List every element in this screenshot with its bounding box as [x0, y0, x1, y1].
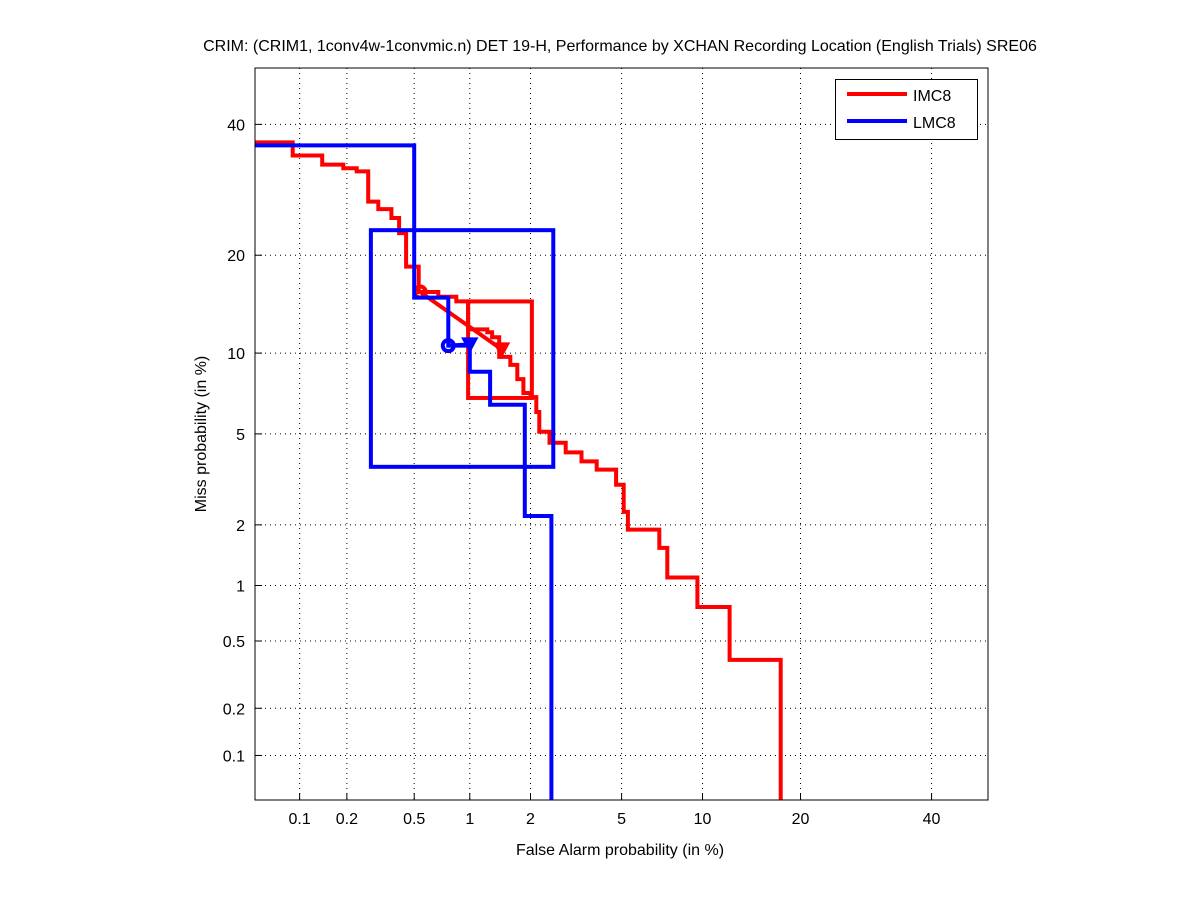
legend-box: [835, 79, 978, 140]
min-dcf-marker-imc8: [492, 342, 511, 359]
min-dcf-marker-lmc8: [461, 337, 479, 354]
x-tick-label: 40: [923, 811, 941, 828]
det-curve-imc8: [255, 140, 783, 800]
confidence-box-lmc8: [368, 228, 556, 469]
y-tick-label: 10: [227, 346, 245, 363]
x-tick-label: 0.1: [288, 811, 310, 828]
y-axis-label: Miss probability (in %): [193, 356, 210, 512]
y-tick-label: 0.5: [223, 634, 245, 651]
chart-title: CRIM: (CRIM1, 1conv4w-1convmic.n) DET 19…: [203, 38, 1037, 55]
marker-connector-imc8: [419, 290, 503, 351]
grid: [255, 68, 988, 800]
y-tick-label: 5: [236, 427, 245, 444]
x-tick-label: 0.2: [336, 811, 358, 828]
legend-label-imc8: IMC8: [913, 88, 951, 105]
x-tick-label: 20: [792, 811, 810, 828]
series-layer: [255, 140, 783, 800]
legend-label-lmc8: LMC8: [913, 115, 956, 132]
y-tick-label: 20: [227, 248, 245, 265]
x-tick-label: 5: [617, 811, 626, 828]
tick-labels: 0.1 0.2 0.5 1 2 5 10 20 40 0.1 0.2 0.5 1 2 5 10 20 40: [223, 117, 941, 828]
y-tick-label: 40: [227, 117, 245, 134]
y-tick-label: 0.2: [223, 701, 245, 718]
det-curve-lmc8: [255, 143, 554, 800]
y-tick-label: 1: [236, 579, 245, 596]
x-axis-label: False Alarm probability (in %): [516, 842, 724, 859]
x-tick-label: 0.5: [403, 811, 425, 828]
legend: IMC8 LMC8: [835, 79, 978, 140]
x-tick-label: 1: [465, 811, 474, 828]
y-tick-label: 0.1: [223, 748, 245, 765]
x-tick-label: 2: [526, 811, 535, 828]
y-tick-label: 2: [236, 518, 245, 535]
actual-dcf-marker-lmc8: [440, 338, 456, 354]
x-tick-label: 10: [694, 811, 712, 828]
